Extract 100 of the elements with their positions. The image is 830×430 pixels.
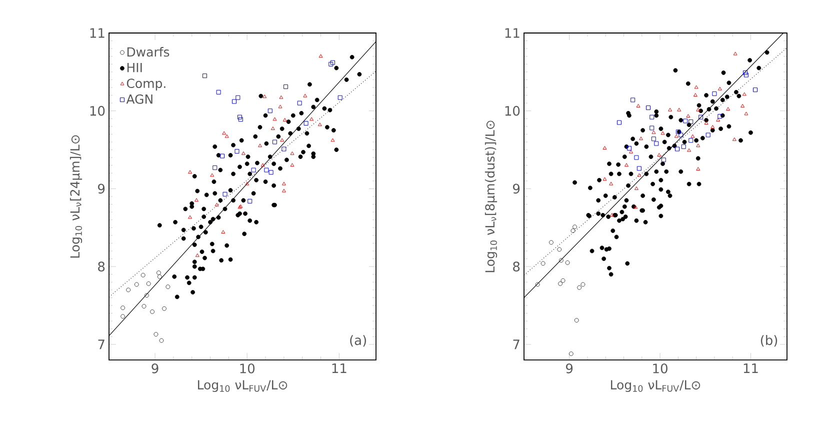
- point: [282, 118, 287, 122]
- point: [535, 282, 540, 287]
- point: [126, 288, 131, 292]
- point: [195, 253, 200, 257]
- x-tick-label: 9: [566, 364, 573, 374]
- point: [188, 215, 192, 219]
- point: [548, 240, 554, 245]
- point: [650, 114, 654, 120]
- point: [558, 281, 563, 286]
- point: [154, 332, 158, 337]
- point: [634, 155, 639, 160]
- point: [710, 124, 715, 128]
- point: [616, 120, 622, 125]
- point: [674, 134, 678, 138]
- annotation: (b): [760, 335, 778, 347]
- point: [716, 118, 720, 122]
- point: [248, 198, 252, 204]
- annotation: (a): [350, 335, 366, 347]
- point: [706, 132, 710, 138]
- point: [303, 94, 308, 98]
- point: [142, 304, 146, 309]
- point: [718, 114, 722, 119]
- y-tick-label: 9: [98, 184, 105, 194]
- point: [651, 136, 656, 142]
- legend-label: Comp.: [126, 78, 166, 90]
- point: [560, 278, 566, 283]
- point: [732, 137, 736, 141]
- point: [210, 173, 214, 177]
- point: [740, 104, 745, 108]
- point: [202, 74, 208, 78]
- point: [733, 52, 738, 56]
- point: [630, 98, 636, 102]
- point: [284, 84, 288, 89]
- point: [268, 108, 272, 114]
- y-axis-title: Log$_{10}$ νL$_{ν}$[8μm(dust)]/L⊙: [484, 120, 498, 272]
- point: [282, 188, 286, 192]
- point: [290, 151, 294, 155]
- point: [753, 88, 758, 92]
- point: [157, 274, 162, 279]
- x-tick-label: 11: [744, 364, 758, 373]
- point: [693, 93, 698, 97]
- y-tick-label: 8: [98, 262, 105, 272]
- point: [634, 186, 638, 190]
- point: [624, 163, 628, 167]
- point: [570, 228, 576, 233]
- point: [220, 154, 225, 158]
- point: [558, 258, 564, 263]
- point: [278, 104, 282, 108]
- point: [694, 85, 698, 89]
- point: [212, 165, 218, 170]
- point: [251, 168, 256, 172]
- point: [144, 293, 150, 298]
- point: [280, 138, 284, 142]
- point: [237, 114, 242, 120]
- point: [574, 318, 579, 323]
- point: [696, 166, 700, 170]
- point: [146, 281, 151, 286]
- point: [297, 100, 302, 106]
- point: [675, 146, 680, 152]
- point: [565, 260, 570, 265]
- point: [602, 177, 607, 181]
- point: [214, 202, 219, 206]
- point: [650, 126, 654, 130]
- point: [743, 70, 748, 75]
- point: [686, 114, 690, 118]
- point: [234, 149, 240, 154]
- point: [258, 144, 262, 148]
- x-tick-label: 11: [332, 364, 346, 373]
- point: [224, 134, 229, 138]
- point: [661, 158, 666, 162]
- point: [260, 163, 265, 167]
- y-tick-label: 10: [90, 106, 105, 116]
- point: [744, 112, 748, 116]
- point: [338, 95, 342, 100]
- x-axis-title: Log$_{10}$ νL$_{FUV}$/L⊙: [198, 380, 288, 392]
- point: [272, 117, 277, 121]
- point: [646, 105, 650, 110]
- point: [279, 95, 284, 99]
- point: [602, 146, 607, 150]
- point: [156, 270, 161, 276]
- point: [222, 131, 226, 135]
- point: [696, 144, 700, 148]
- point: [222, 192, 228, 196]
- point: [577, 285, 582, 290]
- x-tick-label: 10: [240, 364, 255, 374]
- legend-label: HII: [127, 63, 142, 72]
- point: [726, 107, 730, 111]
- legend-label: Dwarfs: [127, 46, 170, 57]
- point: [272, 140, 277, 144]
- point: [580, 282, 586, 287]
- point: [318, 54, 323, 58]
- point: [282, 146, 286, 152]
- point: [268, 170, 274, 175]
- point: [150, 309, 155, 314]
- point: [120, 314, 126, 319]
- point: [688, 120, 694, 124]
- point: [668, 108, 672, 112]
- point: [704, 121, 708, 125]
- point: [270, 126, 275, 130]
- point: [557, 247, 562, 252]
